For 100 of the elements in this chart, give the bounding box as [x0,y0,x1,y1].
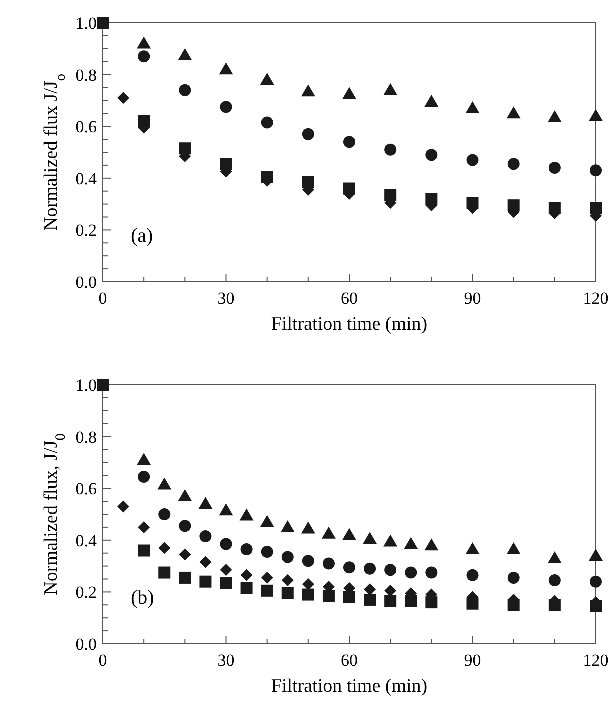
x-tick-label: 0 [98,651,108,670]
point [548,110,562,123]
point [384,595,397,608]
point [384,564,397,576]
x-tick-label: 30 [218,651,235,670]
point [178,489,192,502]
point [301,522,316,534]
point [137,36,152,49]
point [137,453,152,466]
point [342,528,356,540]
point [322,558,335,570]
point [506,542,521,554]
point [302,128,314,140]
point [138,470,150,483]
point [138,544,150,557]
point [466,542,480,554]
point [342,87,356,100]
point [322,526,336,539]
point [302,588,314,601]
point [364,562,376,575]
annotation: (b) [131,587,154,609]
x-tick-label: 0 [98,289,108,308]
point [506,106,521,119]
x-tick-label: 120 [583,289,609,308]
point [179,548,192,561]
point [240,582,253,594]
point [302,578,314,590]
point [589,109,603,122]
point [548,552,562,564]
point [384,144,397,156]
point [548,162,561,174]
point [220,538,232,550]
point [178,48,192,60]
point [260,72,274,85]
x-axis-title: Filtration time (min) [271,676,428,697]
point [301,84,316,97]
point [220,564,232,576]
y-tick-label: 0.8 [76,66,97,85]
point [200,576,212,588]
point [466,101,480,114]
point [590,164,602,177]
point [220,577,232,590]
y-tick-label: 0.8 [76,428,97,447]
point [548,574,561,587]
point [466,154,479,166]
x-tick-label: 30 [218,289,235,308]
point [322,590,335,602]
point [261,572,274,584]
point [200,556,212,568]
x-tick-label: 90 [464,289,482,308]
point [590,576,602,588]
point [404,537,418,550]
y-tick-label: 0.2 [76,583,97,602]
y-tick-label: 1.0 [76,14,97,33]
y-tick-label: 0.2 [76,221,97,240]
point [282,587,294,600]
x-tick-label: 120 [583,651,609,670]
annotation: (a) [131,225,154,247]
x-tick-label: 60 [341,651,358,670]
y-tick-label: 1.0 [76,376,97,395]
point [240,569,253,582]
point [344,591,356,604]
point [302,555,314,568]
y-tick-label: 0.0 [76,635,97,654]
point [179,520,192,532]
point [158,508,171,520]
point [219,504,234,516]
point [261,546,274,558]
point [405,566,418,579]
point [97,17,109,29]
point [138,521,150,534]
point [364,594,376,606]
point [424,94,439,107]
point [384,534,398,547]
point [200,530,212,543]
point [261,116,274,129]
y-tick-label: 0.0 [76,273,97,292]
point [282,574,294,587]
point [118,92,130,104]
point [424,538,439,551]
point [158,566,171,579]
point [426,149,438,162]
point [240,543,253,556]
x-tick-label: 90 [464,651,482,670]
point [219,62,234,75]
point [138,50,150,63]
point [426,566,438,579]
point [158,542,171,554]
point [508,572,520,584]
y-tick-label: 0.4 [76,531,98,550]
point [384,584,397,597]
point [261,584,274,597]
point [384,83,398,96]
point [466,569,479,582]
point [363,532,378,544]
x-tick-label: 60 [341,289,358,308]
y-tick-label: 0.6 [76,480,97,499]
point [97,379,109,391]
point [198,497,213,510]
point [220,101,232,114]
